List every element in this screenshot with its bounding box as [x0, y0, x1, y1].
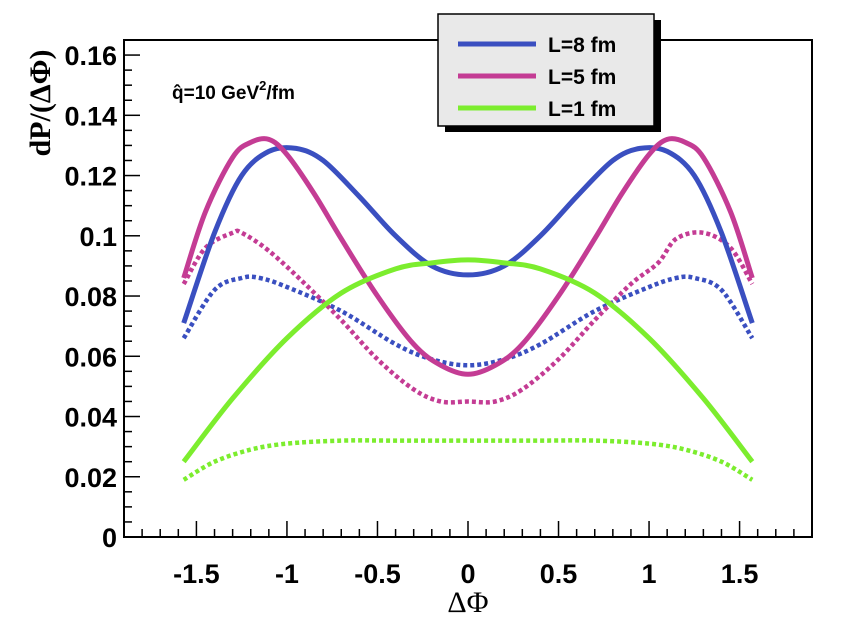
- y-tick-label: 0.06: [64, 342, 117, 372]
- x-tick-label: -1.5: [173, 559, 220, 589]
- y-tick-label: 0: [102, 523, 117, 553]
- annotation-main: q̂=10 GeV: [172, 83, 259, 104]
- y-tick-label: 0.12: [64, 162, 117, 192]
- y-tick-label: 0.16: [64, 41, 117, 71]
- axes: -1.5 -1 -0.5 0 0.5 1 1.5 0 0.02 0.04 0.06 0.08 0.1 0.…: [64, 41, 795, 589]
- series-l-8-fm-dotted: [181, 274, 755, 368]
- annotation-unit: /fm: [266, 83, 295, 104]
- y-tick-label: 0.04: [64, 403, 117, 433]
- x-tick-label: 0: [460, 559, 475, 589]
- series-l-1-fm: [181, 257, 755, 464]
- x-tick-label: 1: [642, 559, 657, 589]
- annotation-superscript: 2: [259, 78, 266, 93]
- annotation: q̂=10 GeV2/fm: [172, 78, 295, 104]
- legend-entries: L=8 fm L=5 fm L=1 fm: [458, 34, 616, 121]
- y-axis-title: dP/(ΔΦ): [24, 49, 57, 156]
- series-l-5-fm: [181, 136, 755, 377]
- x-axis-title: ΔΦ: [447, 586, 488, 619]
- x-tick-label: 1.5: [721, 559, 759, 589]
- legend: L=8 fm L=5 fm L=1 fm: [437, 13, 661, 132]
- x-tick-label: -0.5: [354, 559, 401, 589]
- legend-label: L=5 fm: [548, 66, 616, 89]
- series-l-8-fm: [181, 145, 755, 324]
- y-tick-label: 0.02: [64, 463, 117, 493]
- y-tick-label: 0.08: [64, 282, 117, 312]
- curves: [181, 136, 755, 482]
- series-l-5-fm-dotted: [181, 228, 755, 405]
- y-tick-label: 0.1: [79, 222, 117, 252]
- y-tick-label: 0.14: [64, 101, 117, 131]
- x-tick-label: 0.5: [540, 559, 578, 589]
- series-l-1-fm-dotted: [182, 438, 754, 482]
- legend-label: L=1 fm: [548, 98, 616, 121]
- x-tick-label: -1: [275, 559, 299, 589]
- legend-label: L=8 fm: [548, 34, 616, 57]
